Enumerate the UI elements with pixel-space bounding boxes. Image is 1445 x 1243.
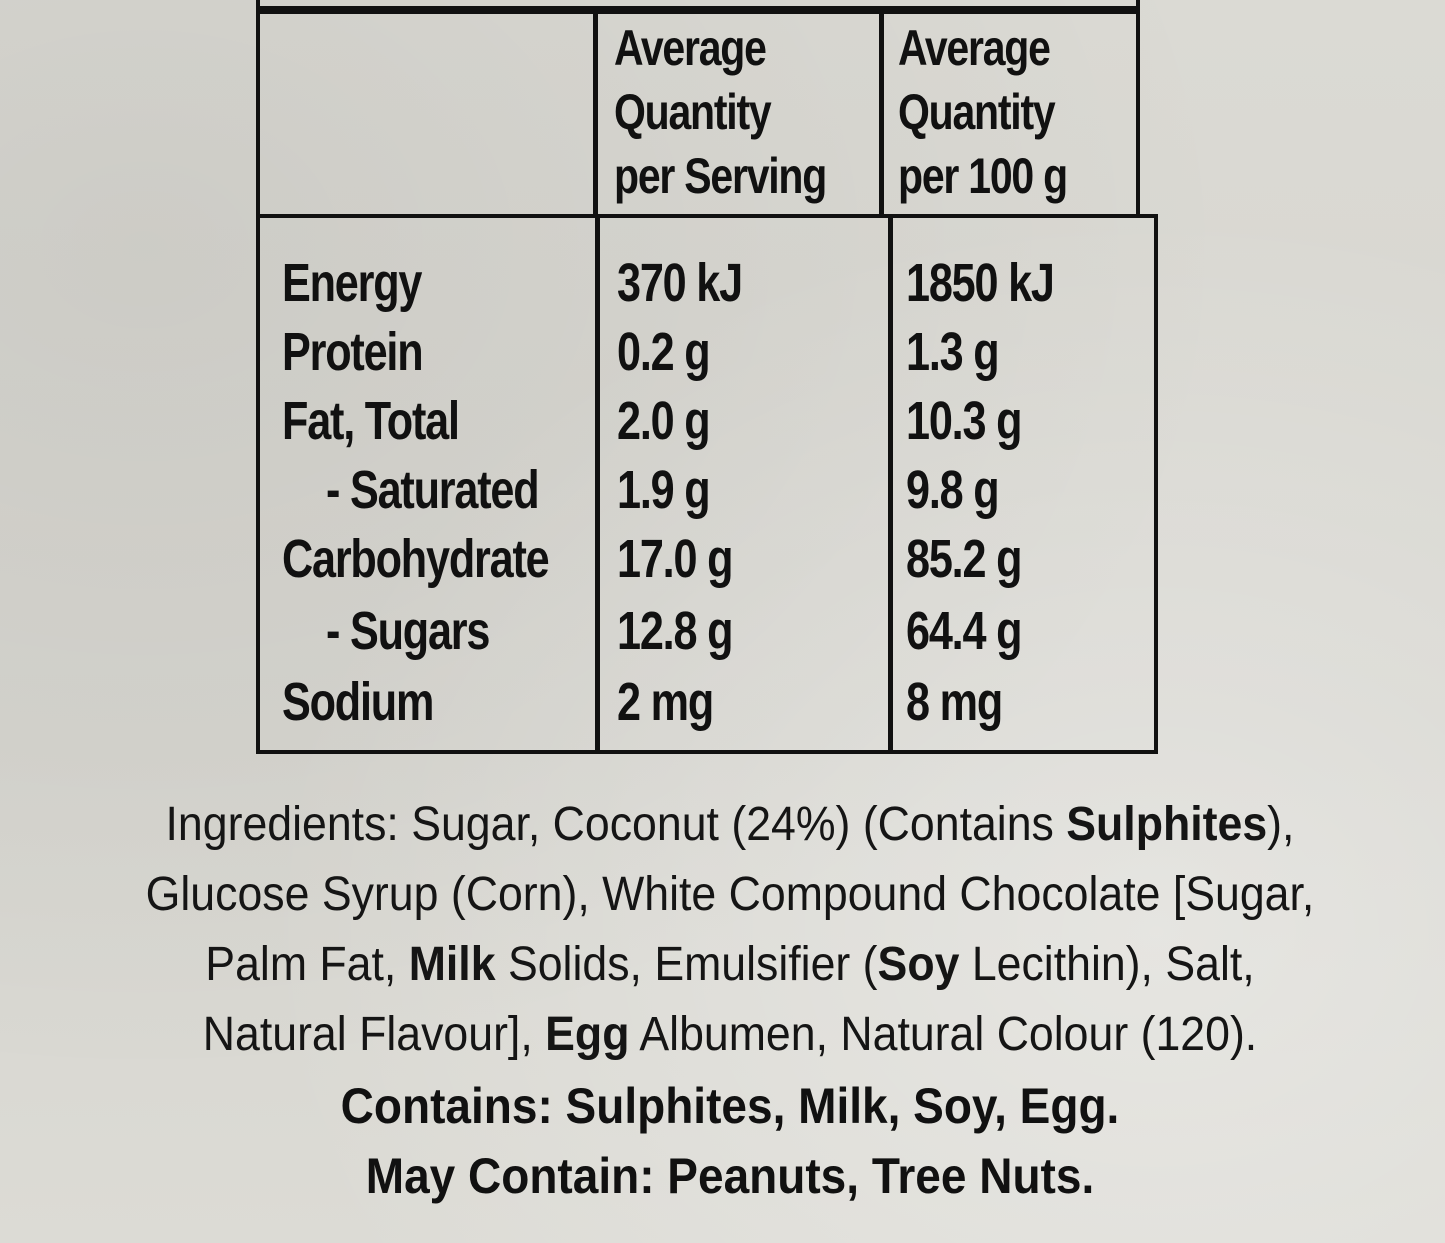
ingredients-line: Ingredients: Sugar, Coconut (24%) (Conta… bbox=[88, 790, 1371, 860]
ingredients-segment: Solids, Emulsifier ( bbox=[495, 938, 878, 991]
value-per-serving: 1.9 g bbox=[617, 460, 711, 520]
ingredients-line: Glucose Syrup (Corn), White Compound Cho… bbox=[88, 860, 1371, 930]
row-label: Sodium bbox=[282, 672, 434, 732]
ingredients-line: Palm Fat, Milk Solids, Emulsifier (Soy L… bbox=[88, 930, 1371, 1000]
column-header-line: Quantity bbox=[614, 84, 772, 140]
allergen-highlight: Egg bbox=[545, 1008, 630, 1061]
value-per-100g: 10.3 g bbox=[906, 391, 1022, 451]
column-header-line: Quantity bbox=[898, 84, 1056, 140]
ingredients-segment: Albumen, Natural Colour (120). bbox=[629, 1008, 1258, 1061]
value-per-serving: 0.2 g bbox=[617, 322, 711, 382]
allergen-highlight: Sulphites bbox=[1066, 798, 1268, 851]
value-per-serving: 17.0 g bbox=[617, 529, 733, 589]
row-label: - Saturated bbox=[326, 460, 540, 520]
row-label: Energy bbox=[282, 253, 422, 313]
header-divider-1 bbox=[593, 10, 598, 218]
ingredients-segment: Lecithin), Salt, bbox=[959, 938, 1255, 991]
column-header-line: Average bbox=[898, 20, 1051, 76]
row-label: Fat, Total bbox=[282, 391, 460, 451]
value-per-100g: 1850 kJ bbox=[906, 253, 1055, 313]
table-body-box bbox=[256, 214, 1158, 754]
value-per-serving: 2 mg bbox=[617, 672, 714, 732]
ingredients-segment: ), bbox=[1267, 798, 1295, 851]
body-divider-1 bbox=[595, 214, 600, 754]
value-per-100g: 64.4 g bbox=[906, 601, 1022, 661]
ingredients-segment: Palm Fat, bbox=[205, 938, 409, 991]
row-label: Protein bbox=[282, 322, 424, 382]
body-divider-2 bbox=[888, 214, 893, 754]
ingredients-segment: Natural Flavour], bbox=[202, 1008, 546, 1061]
value-per-100g: 8 mg bbox=[906, 672, 1003, 732]
may-contain-statement: May Contain: Peanuts, Tree Nuts. bbox=[365, 1148, 1095, 1204]
contains-statement: Contains: Sulphites, Milk, Soy, Egg. bbox=[340, 1078, 1120, 1134]
column-header-line: per Serving bbox=[614, 148, 827, 204]
value-per-100g: 85.2 g bbox=[906, 529, 1022, 589]
column-header-line: Average bbox=[614, 20, 767, 76]
ingredients-segment: Glucose Syrup (Corn), White Compound Cho… bbox=[145, 868, 1315, 921]
allergen-highlight: Milk bbox=[408, 938, 496, 991]
ingredients-text: Ingredients: Sugar, Coconut (24%) (Conta… bbox=[40, 790, 1420, 1070]
value-per-serving: 2.0 g bbox=[617, 391, 711, 451]
row-label: - Sugars bbox=[326, 601, 490, 661]
value-per-serving: 12.8 g bbox=[617, 601, 733, 661]
ingredients-line: Natural Flavour], Egg Albumen, Natural C… bbox=[88, 1000, 1371, 1070]
value-per-100g: 9.8 g bbox=[906, 460, 1000, 520]
ingredients-segment: Ingredients: Sugar, Coconut (24%) (Conta… bbox=[165, 798, 1067, 851]
column-header-line: per 100 g bbox=[898, 148, 1068, 204]
header-divider-2 bbox=[879, 10, 884, 218]
value-per-serving: 370 kJ bbox=[617, 253, 743, 313]
table-top-border bbox=[256, 0, 1140, 10]
row-label: Carbohydrate bbox=[282, 529, 550, 589]
value-per-100g: 1.3 g bbox=[906, 322, 1000, 382]
allergen-highlight: Soy bbox=[877, 938, 960, 991]
